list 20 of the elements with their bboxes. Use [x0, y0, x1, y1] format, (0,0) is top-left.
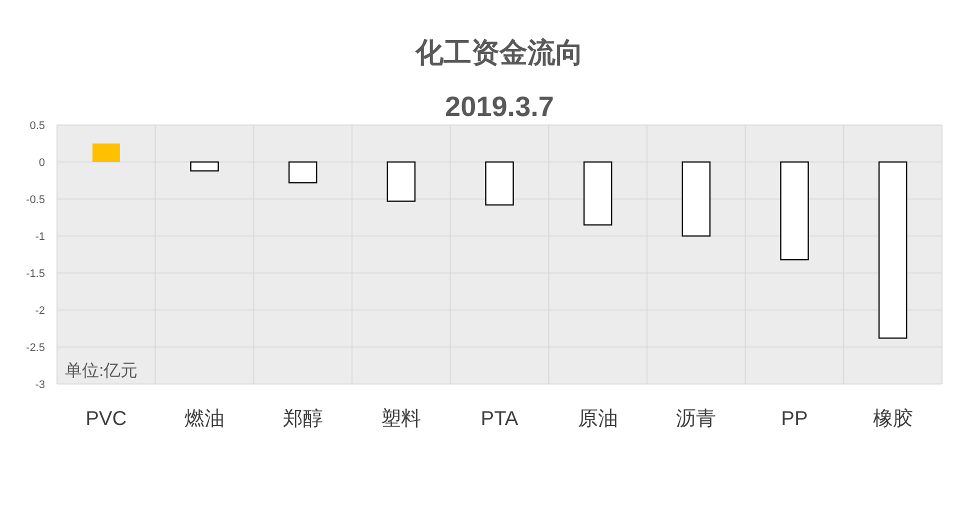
- x-tick-label: PP: [781, 408, 808, 430]
- x-tick-label: 橡胶: [872, 408, 913, 430]
- x-tick-label: 郑醇: [282, 408, 323, 430]
- x-tick-label: 燃油: [184, 408, 224, 430]
- x-tick-label: PTA: [480, 408, 519, 430]
- y-tick-label: -3: [35, 379, 45, 391]
- chart-subtitle: 2019.3.7: [445, 91, 554, 122]
- x-tick-label: 原油: [578, 408, 618, 430]
- y-tick-label: -0.5: [26, 194, 45, 206]
- y-tick-label: 0: [38, 157, 45, 169]
- y-tick-label: -1: [35, 231, 45, 243]
- x-tick-label: 沥青: [676, 408, 716, 430]
- y-tick-label: -2: [35, 305, 45, 317]
- annotation: 单位:亿元: [65, 361, 138, 380]
- y-tick-label: 0.5: [30, 120, 45, 132]
- chart-title: 化工资金流向: [414, 37, 584, 68]
- y-tick-label: -1.5: [26, 268, 45, 280]
- y-tick-label: -2.5: [26, 342, 45, 354]
- x-tick-label: 塑料: [381, 407, 422, 430]
- x-tick-label: PVC: [86, 408, 127, 430]
